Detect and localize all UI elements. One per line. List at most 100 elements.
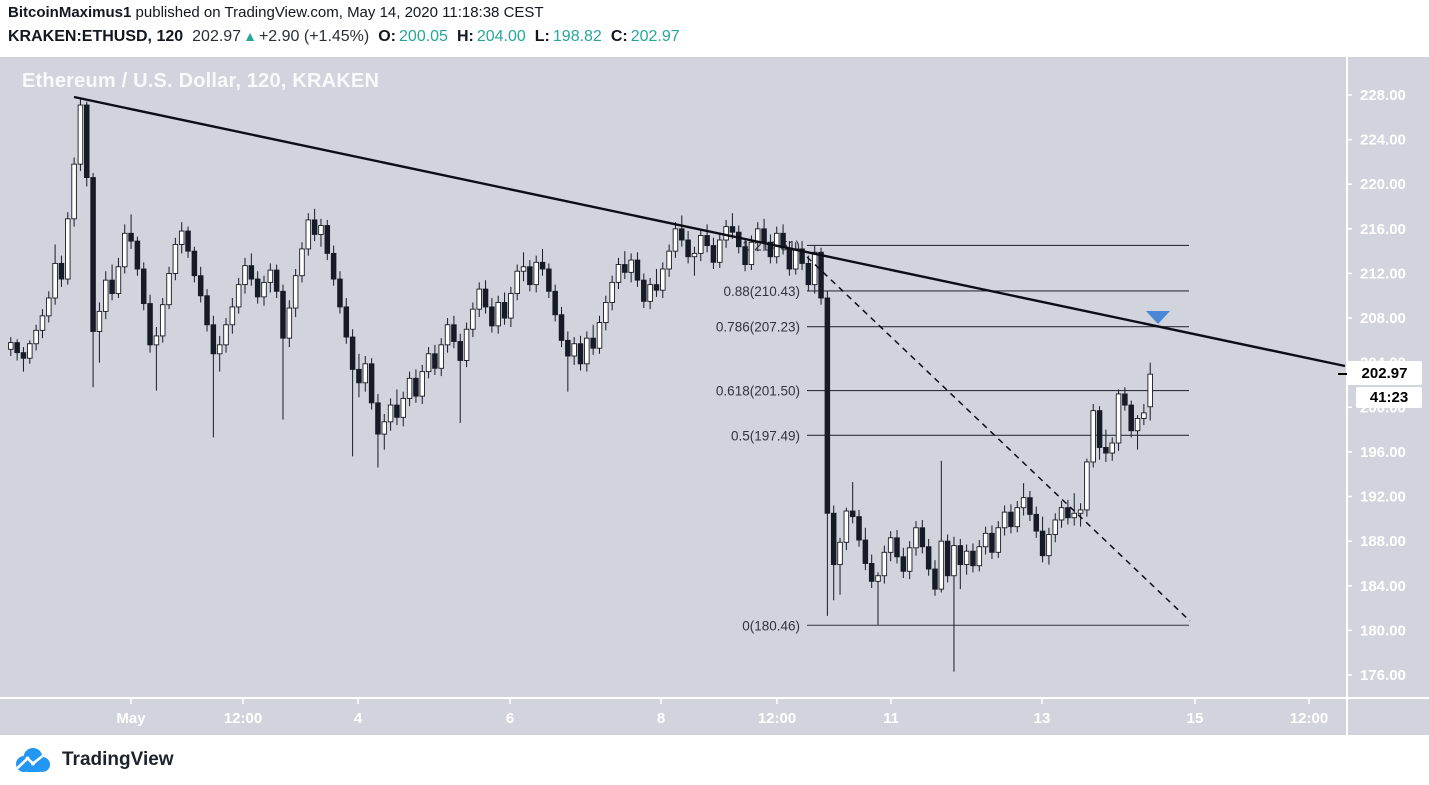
candle	[1008, 511, 1014, 528]
candle	[191, 250, 198, 277]
candle	[242, 265, 248, 286]
candle	[875, 575, 881, 582]
candle	[1084, 461, 1090, 511]
candle	[615, 264, 622, 283]
candle	[419, 371, 426, 397]
candle	[862, 539, 869, 564]
time-axis-label: 15	[1187, 710, 1204, 727]
byline-text: published on TradingView.com, May 14, 20…	[131, 4, 544, 21]
candle	[273, 269, 280, 292]
candle	[1147, 373, 1153, 408]
candle	[843, 510, 850, 543]
price-axis-label: 212.00	[1360, 265, 1406, 282]
candle	[8, 342, 14, 350]
candle	[995, 527, 1002, 553]
candle	[128, 232, 134, 242]
candle	[115, 266, 122, 294]
candle	[982, 532, 989, 548]
candle	[375, 402, 381, 435]
candle	[925, 546, 932, 570]
candle	[1103, 447, 1109, 454]
axes-layer: 228.00224.00220.00216.00212.00208.00204.…	[0, 57, 1429, 735]
candles-layer	[8, 98, 1153, 672]
candle	[362, 363, 369, 384]
candle	[590, 337, 596, 349]
footer-bar: TradingView	[0, 735, 1429, 785]
publication-header: BitcoinMaximus1 published on TradingView…	[0, 0, 1429, 57]
candle	[77, 104, 84, 165]
triangle-down-icon	[1146, 311, 1170, 324]
candle	[558, 314, 565, 341]
tradingview-logo[interactable]: TradingView	[13, 745, 174, 775]
candle	[140, 268, 147, 305]
candle	[723, 226, 729, 241]
candle	[811, 251, 818, 286]
fib-label: 0.618(201.50)	[716, 384, 800, 399]
candle	[1039, 530, 1046, 557]
candle	[1134, 418, 1141, 432]
candle	[330, 252, 337, 280]
chart-area: Ethereum / U.S. Dollar, 120, KRAKEN 1(21…	[0, 57, 1429, 735]
candle	[596, 322, 603, 349]
candle	[539, 261, 546, 270]
candle	[868, 563, 875, 582]
candle	[571, 343, 577, 357]
candle	[1014, 507, 1021, 528]
fib-label: 0.786(207.23)	[716, 320, 800, 335]
candle	[634, 259, 641, 281]
candle	[970, 550, 976, 567]
candle	[887, 537, 894, 553]
candle	[957, 545, 964, 566]
candle	[185, 230, 191, 252]
candle	[425, 353, 432, 373]
price-axis-label: 180.00	[1360, 622, 1406, 639]
candle	[457, 341, 463, 361]
candle	[963, 550, 970, 566]
triangle-down-marker-icon	[1146, 311, 1170, 324]
candle	[210, 324, 217, 355]
candle	[1052, 519, 1058, 535]
price-axis-label: 216.00	[1360, 221, 1406, 238]
candle	[906, 547, 913, 572]
candle	[482, 288, 489, 308]
candle	[121, 232, 128, 268]
solid-trendline	[73, 95, 1346, 368]
candle	[660, 268, 666, 291]
candle	[204, 295, 210, 326]
time-axis-label: 12:00	[758, 710, 796, 727]
candle	[14, 342, 20, 354]
candle	[166, 273, 172, 306]
candle	[432, 353, 438, 369]
price-axis-label: 184.00	[1360, 578, 1406, 595]
dashed-trendline	[806, 256, 1191, 622]
price-axis-separator	[1346, 57, 1348, 735]
up-arrow-icon: ▲	[243, 28, 257, 44]
candle	[533, 261, 539, 286]
candle	[109, 279, 115, 294]
candle	[178, 230, 185, 245]
candle	[849, 510, 856, 518]
candle	[311, 219, 318, 235]
candle	[65, 218, 71, 280]
candle	[476, 288, 482, 310]
candle	[153, 335, 160, 346]
candle	[938, 540, 945, 590]
candle	[577, 343, 584, 365]
last-price-tick	[1338, 373, 1347, 375]
candle	[134, 240, 141, 270]
candle	[286, 307, 293, 339]
candle	[501, 302, 508, 319]
candle	[324, 225, 331, 254]
candle	[609, 281, 615, 303]
low-value: 198.82	[552, 28, 602, 45]
candle	[799, 248, 805, 264]
candle	[1141, 412, 1147, 419]
candle	[824, 297, 831, 514]
candle	[96, 310, 103, 332]
price-axis-label: 224.00	[1360, 132, 1406, 149]
candle	[406, 377, 413, 399]
candle	[1058, 507, 1065, 521]
time-axis-label: 12:00	[1290, 710, 1328, 727]
price-change: +2.90 (+1.45%)	[258, 28, 370, 45]
candle	[748, 241, 755, 265]
